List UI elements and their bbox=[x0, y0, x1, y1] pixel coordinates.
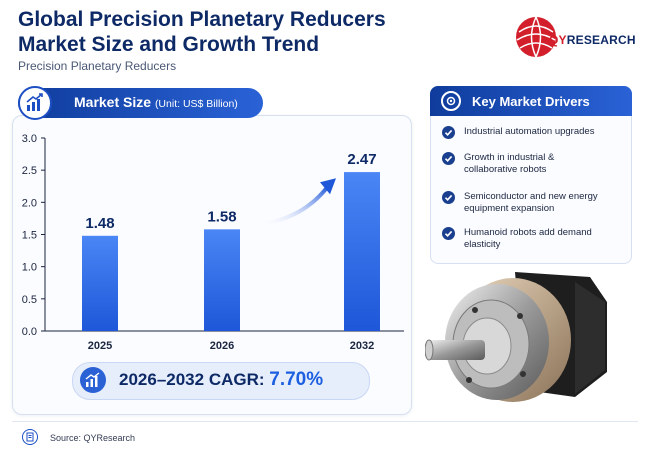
check-icon bbox=[442, 227, 455, 240]
logo-qy-text: QY bbox=[549, 33, 567, 47]
target-icon bbox=[441, 91, 461, 111]
x-tick-label: 2032 bbox=[350, 340, 374, 352]
driver-item: Growth in industrial & collaborative rob… bbox=[464, 152, 555, 175]
x-tick-label: 2026 bbox=[210, 340, 234, 352]
logo-research-text: RESEARCH bbox=[566, 33, 636, 47]
y-tick-label: 3.0 bbox=[22, 133, 37, 145]
source-note: Source: QYResearch bbox=[50, 433, 136, 443]
market-size-header bbox=[18, 88, 263, 118]
qyresearch-logo bbox=[516, 16, 556, 58]
page-title-line2: Market Size and Growth Trend bbox=[18, 33, 320, 56]
market-size-unit: (Unit: US$ Billion) bbox=[154, 98, 238, 110]
x-tick-label: 2025 bbox=[88, 340, 112, 352]
footer-divider bbox=[12, 421, 638, 422]
page-title-line1: Global Precision Planetary Reducers bbox=[18, 8, 386, 31]
y-tick-label: 1.5 bbox=[22, 230, 37, 242]
bar-2026 bbox=[204, 229, 240, 331]
y-tick-label: 0.0 bbox=[22, 326, 37, 338]
check-icon bbox=[442, 126, 455, 139]
growth-arrow bbox=[256, 184, 330, 227]
chart-growth-icon bbox=[18, 86, 52, 120]
cagr-text: 2026–2032 CAGR: 7.70% bbox=[119, 369, 323, 391]
driver-item: Humanoid robots add demand elasticity bbox=[464, 227, 592, 250]
bars: 1.48 2025 1.58 2026 2.47 2032 bbox=[82, 151, 380, 352]
drivers-header bbox=[430, 86, 632, 116]
bar-value-label: 1.48 bbox=[85, 215, 114, 232]
trend-chart-icon bbox=[80, 367, 106, 393]
y-axis: 0.0 0.5 1.0 1.5 2.0 2.5 3.0 bbox=[22, 133, 45, 338]
bar-value-label: 2.47 bbox=[347, 151, 376, 168]
cagr-pill bbox=[72, 362, 370, 400]
bar-2032 bbox=[344, 172, 380, 331]
market-size-bar-chart: 0.0 0.5 1.0 1.5 2.0 2.5 3.0 1.48 2025 1.58 2026 2.… bbox=[22, 133, 404, 352]
logo-wordmark: QYRESEARCH bbox=[549, 33, 636, 47]
drivers-title: Key Market Drivers bbox=[472, 94, 590, 109]
y-tick-label: 2.0 bbox=[22, 197, 37, 209]
bar-2025 bbox=[82, 235, 118, 331]
market-size-label: Market Size bbox=[74, 94, 152, 110]
page-subtitle: Precision Planetary Reducers bbox=[18, 59, 177, 73]
y-tick-label: 1.0 bbox=[22, 262, 37, 274]
planetary-reducer-image bbox=[425, 272, 607, 402]
driver-item: Semiconductor and new energy equipment e… bbox=[464, 191, 598, 214]
cagr-value: 7.70% bbox=[269, 369, 324, 390]
market-size-title: Market Size (Unit: US$ Billion) bbox=[74, 94, 238, 110]
y-tick-label: 2.5 bbox=[22, 165, 37, 177]
document-icon bbox=[22, 429, 38, 445]
driver-item: Industrial automation upgrades bbox=[464, 126, 595, 137]
y-tick-label: 0.5 bbox=[22, 294, 37, 306]
bar-value-label: 1.58 bbox=[207, 208, 236, 225]
check-icon bbox=[442, 152, 455, 165]
growth-arrow-head bbox=[320, 178, 336, 195]
cagr-label: 2026–2032 CAGR: bbox=[119, 370, 265, 389]
check-icon bbox=[442, 191, 455, 204]
